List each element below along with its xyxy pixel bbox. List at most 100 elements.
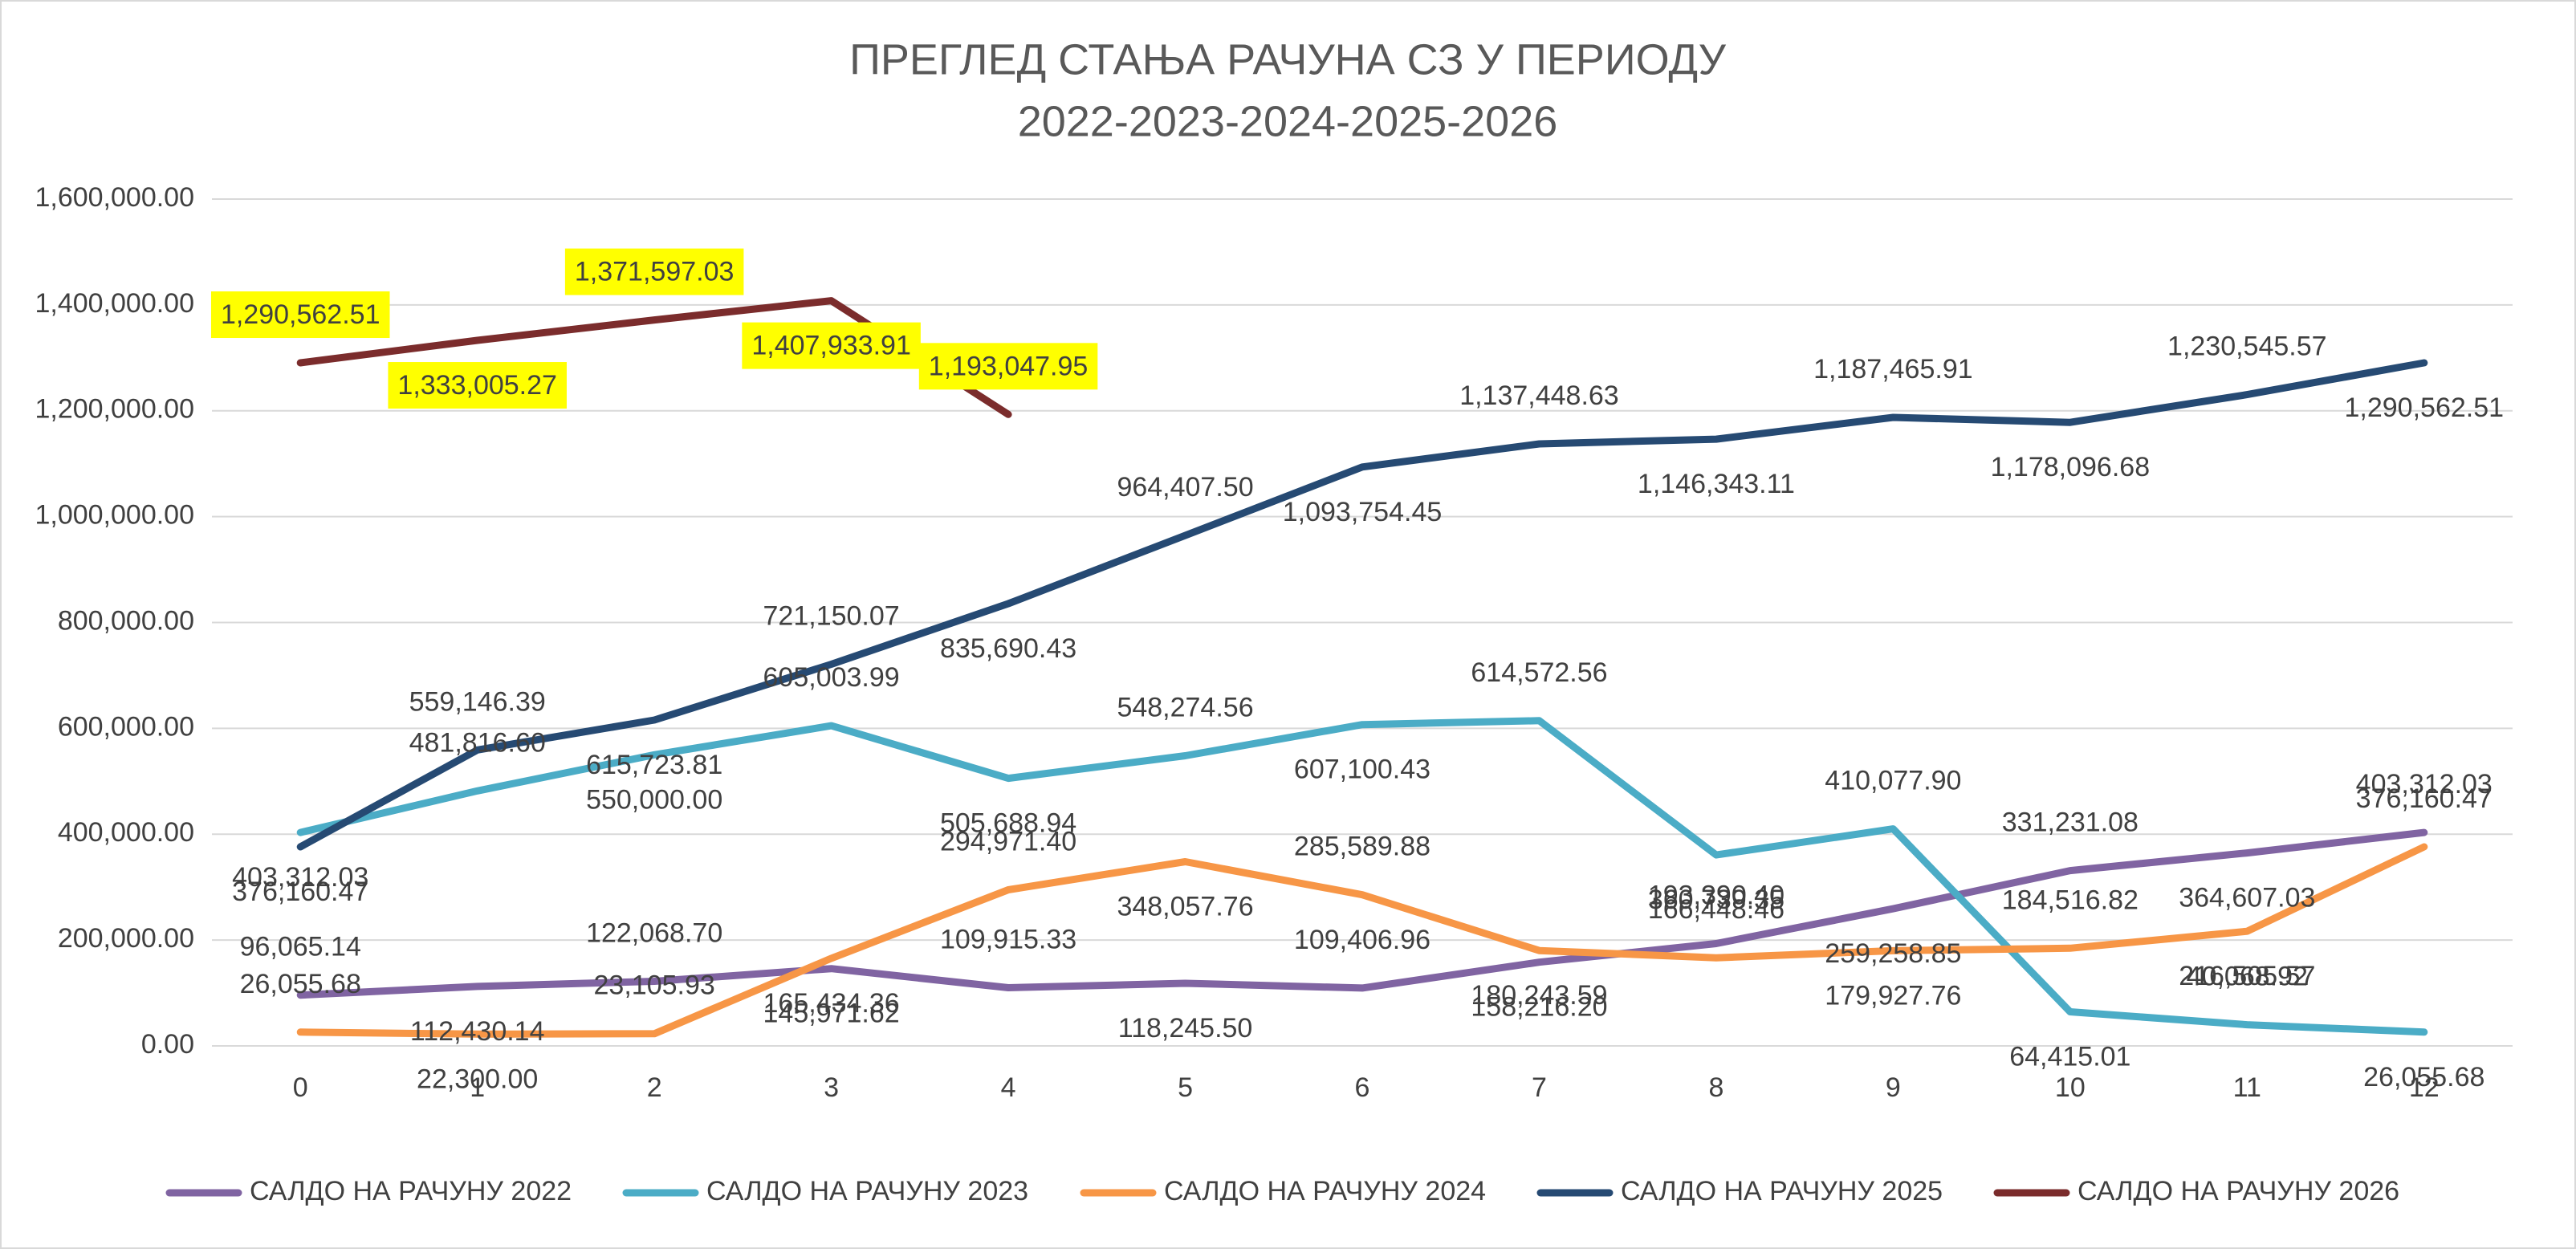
data-label-group: 122,068.70 [586, 917, 722, 948]
data-label: 550,000.00 [586, 784, 722, 815]
data-label-group: 364,607.03 [2179, 883, 2315, 913]
data-label-group: 109,915.33 [940, 925, 1076, 955]
data-label: 26,055.68 [2363, 1062, 2484, 1092]
data-label-group: 216,505.57 [2179, 961, 2315, 991]
data-label: 22,300.00 [417, 1064, 538, 1094]
data-label: 1,333,005.27 [397, 370, 557, 401]
data-label: 964,407.50 [1117, 472, 1253, 502]
y-tick-label: 600,000.00 [58, 711, 194, 742]
data-label-group: 1,146,343.11 [1638, 469, 1795, 499]
data-label: 505,688.94 [940, 808, 1076, 839]
chart-subtitle: 2022-2023-2024-2025-2026 [1018, 97, 1558, 145]
y-tick-label: 1,000,000.00 [35, 500, 194, 531]
data-label: 165,434.36 [763, 988, 900, 1019]
y-tick-label: 1,600,000.00 [35, 182, 194, 213]
data-label: 376,160.47 [2356, 783, 2493, 814]
x-tick-label: 2 [647, 1072, 662, 1103]
y-tick-label: 400,000.00 [58, 817, 194, 848]
data-label: 179,927.76 [1825, 980, 1961, 1011]
y-tick-label: 0.00 [141, 1029, 194, 1060]
data-label-group: 548,274.56 [1117, 692, 1253, 722]
data-label-group: 22,300.00 [417, 1064, 538, 1094]
legend-label: САЛДО НА РАЧУНУ 2023 [706, 1176, 1028, 1206]
data-label: 158,216.20 [1471, 992, 1607, 1023]
data-label: 548,274.56 [1117, 692, 1253, 722]
data-label-group: 109,406.96 [1294, 925, 1430, 955]
data-label: 481,816.60 [409, 727, 546, 758]
data-label-group: 835,690.43 [940, 633, 1076, 664]
data-label-group: 1,137,448.63 [1459, 380, 1619, 411]
data-label-group: 96,065.14 [240, 932, 361, 962]
x-tick-label: 7 [1532, 1072, 1547, 1103]
legend-label: САЛДО НА РАЧУНУ 2024 [1164, 1176, 1486, 1206]
data-label: 166,448.46 [1648, 894, 1784, 925]
data-label-group: 259,258.85 [1825, 938, 1961, 969]
data-label: 64,415.01 [2009, 1042, 2130, 1072]
data-label: 112,430.14 [410, 1016, 545, 1047]
data-label-group: 294,971.40 [940, 826, 1076, 856]
data-label: 605,003.99 [763, 662, 900, 693]
data-label-group: 23,105.93 [594, 970, 715, 1001]
data-label: 607,100.43 [1294, 755, 1430, 785]
data-label-group: 158,216.20 [1471, 992, 1607, 1023]
data-label-group: 614,572.56 [1471, 657, 1607, 688]
x-tick-label: 3 [824, 1072, 839, 1103]
data-label-group: 403,312.03 [232, 862, 368, 893]
data-label-group: 607,100.43 [1294, 755, 1430, 785]
data-label-group: 1,178,096.68 [1991, 452, 2151, 482]
data-label: 615,723.81 [586, 750, 722, 780]
data-label-group: 145,971.62 [763, 999, 900, 1029]
series-line [296, 717, 2428, 1036]
data-label-group: 1,407,933.91 [742, 322, 921, 369]
data-label: 1,187,465.91 [1813, 354, 1973, 384]
data-label: 559,146.39 [409, 686, 546, 717]
y-tick-label: 1,200,000.00 [35, 394, 194, 425]
data-label-group: 1,333,005.27 [388, 362, 567, 409]
data-label: 145,971.62 [763, 999, 900, 1029]
data-label: 216,505.57 [2179, 961, 2315, 991]
data-label-group: 376,160.47 [232, 877, 368, 907]
x-tick-label: 4 [1001, 1072, 1016, 1103]
series-line [296, 359, 2428, 851]
x-tick-label: 12 [2409, 1072, 2440, 1103]
data-label: 1,137,448.63 [1459, 380, 1619, 411]
data-label: 1,093,754.45 [1283, 497, 1443, 527]
data-label: 180,243.59 [1471, 980, 1607, 1011]
data-label: 721,150.07 [763, 600, 900, 631]
data-label: 1,371,597.03 [575, 257, 735, 287]
data-label: 331,231.08 [2002, 808, 2139, 838]
x-tick-label: 11 [2233, 1072, 2261, 1103]
data-label-group: 410,077.90 [1825, 766, 1961, 796]
data-label-group: 64,415.01 [2009, 1042, 2130, 1072]
data-label-group: 180,243.59 [1471, 980, 1607, 1011]
data-label-group: 605,003.99 [763, 662, 900, 693]
data-label: 835,690.43 [940, 633, 1076, 664]
data-label: 360,739.35 [1648, 885, 1784, 915]
x-tick-label: 5 [1178, 1072, 1193, 1103]
data-label: 193,390.40 [1648, 880, 1784, 910]
data-label: 109,406.96 [1294, 925, 1430, 955]
data-label: 294,971.40 [940, 826, 1076, 856]
data-label: 96,065.14 [240, 932, 361, 962]
y-tick-label: 800,000.00 [58, 605, 194, 636]
data-label: 26,055.68 [240, 969, 361, 999]
series-line [296, 828, 2428, 999]
data-label: 1,193,047.95 [929, 351, 1089, 381]
data-label-group: 615,723.81 [586, 750, 722, 780]
data-label-group: 481,816.60 [409, 727, 546, 758]
data-label-group: 112,430.14 [410, 1016, 545, 1047]
data-label-background [388, 362, 567, 409]
series-line [296, 843, 2428, 1038]
data-label-background [210, 291, 390, 339]
data-label: 403,312.03 [232, 862, 368, 893]
data-label: 364,607.03 [2179, 883, 2315, 913]
data-label: 23,105.93 [594, 970, 715, 1001]
data-label-group: 1,093,754.45 [1283, 497, 1443, 527]
data-label-group: 184,516.82 [2002, 885, 2139, 915]
x-tick-label: 6 [1355, 1072, 1370, 1103]
x-tick-label: 9 [1886, 1072, 1901, 1103]
data-label: 1,146,343.11 [1638, 469, 1795, 499]
data-label-group: 1,371,597.03 [564, 248, 744, 295]
